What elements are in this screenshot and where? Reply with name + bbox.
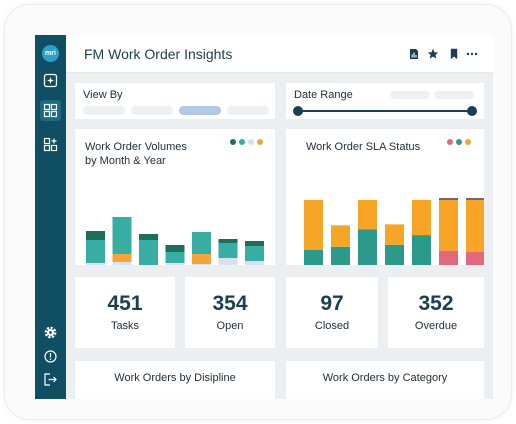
bar-segment[interactable] — [112, 254, 132, 262]
volume-chart-title: Work Order Volumes by Month & Year — [85, 140, 187, 168]
bar-segment[interactable] — [466, 200, 484, 252]
sparkle-icon[interactable] — [43, 73, 58, 88]
view-by-option[interactable] — [131, 106, 173, 115]
stat-card-tasks[interactable]: 451 Tasks — [75, 277, 175, 348]
legend-dot-0[interactable] — [230, 139, 236, 145]
stat-label: Closed — [314, 320, 350, 332]
stat-value: 354 — [212, 292, 248, 315]
legend-dot-1[interactable] — [239, 139, 245, 145]
date-range-filter: Date Range — [286, 83, 484, 119]
mri-logo[interactable]: mri — [42, 45, 59, 62]
volume-chart-title-line1: Work Order Volumes — [85, 141, 187, 153]
bar-segment[interactable] — [218, 239, 238, 243]
info-icon[interactable] — [43, 349, 58, 364]
logout-icon[interactable] — [43, 372, 58, 387]
bar-segment[interactable] — [165, 252, 185, 263]
bar-segment[interactable] — [218, 258, 238, 265]
bar-segment[interactable] — [86, 263, 105, 265]
dashboard-grid-icon[interactable] — [40, 100, 61, 121]
volume-chart-legend[interactable] — [230, 139, 263, 146]
view-by-option[interactable] — [227, 106, 269, 115]
grid-add-icon[interactable] — [43, 137, 58, 152]
discipline-chart-title: Work Orders by Disipline — [114, 372, 236, 384]
bar-segment[interactable] — [358, 229, 377, 265]
bar-segment[interactable] — [466, 251, 484, 265]
bar-segment[interactable] — [245, 241, 264, 246]
sla-chart-card: Work Order SLA Status — [286, 129, 484, 265]
date-range-start-handle — [293, 106, 303, 116]
sla-chart-legend[interactable] — [447, 139, 471, 146]
view-by-option[interactable] — [83, 106, 125, 115]
bar-segment[interactable] — [218, 243, 238, 258]
view-by-label: View By — [83, 89, 123, 101]
bar-segment[interactable] — [412, 200, 431, 236]
bar-segment[interactable] — [439, 250, 458, 265]
star-icon[interactable] — [427, 48, 439, 60]
bar-segment[interactable] — [385, 244, 404, 265]
bar-segment[interactable] — [112, 217, 132, 254]
stat-label: Overdue — [414, 320, 458, 332]
bar-segment[interactable] — [192, 232, 211, 254]
bookmark-icon[interactable] — [448, 48, 460, 60]
bar-segment[interactable] — [439, 200, 458, 251]
report-icon[interactable] — [408, 48, 420, 60]
bar-segment[interactable] — [358, 200, 377, 230]
bar-segment[interactable] — [331, 225, 350, 247]
header: FM Work Order Insights — [66, 35, 493, 73]
stat-value: 451 — [107, 292, 143, 315]
volume-chart — [86, 217, 264, 265]
date-range-slider[interactable] — [286, 103, 484, 119]
bar-segment[interactable] — [412, 235, 431, 265]
discipline-card: Work Orders by Disipline — [75, 361, 275, 399]
category-card: Work Orders by Category — [286, 361, 484, 399]
bar-segment[interactable] — [192, 264, 211, 265]
category-chart-title: Work Orders by Category — [322, 372, 448, 384]
more-icon[interactable] — [466, 48, 478, 60]
legend-dot-1[interactable] — [456, 139, 462, 145]
legend-dot-2[interactable] — [248, 139, 254, 145]
bar-segment[interactable] — [385, 224, 404, 245]
bar-segment[interactable] — [165, 263, 185, 265]
stat-label: Open — [216, 320, 244, 332]
bar-segment[interactable] — [245, 246, 264, 261]
volume-chart-card: Work Order Volumes by Month & Year — [75, 129, 275, 265]
date-range-chip[interactable] — [390, 91, 430, 99]
legend-dot-2[interactable] — [465, 139, 471, 145]
bar-segment[interactable] — [165, 245, 185, 252]
volume-chart-title-line2: by Month & Year — [85, 155, 166, 167]
bar-segment[interactable] — [245, 261, 264, 265]
bar-segment[interactable] — [86, 240, 105, 263]
bar-segment[interactable] — [86, 231, 105, 240]
page-title: FM Work Order Insights — [84, 46, 233, 62]
stat-value: 352 — [418, 292, 454, 315]
stat-label: Tasks — [110, 320, 140, 332]
date-range-chip[interactable] — [434, 91, 474, 99]
gear-icon[interactable] — [43, 325, 58, 340]
bar-segment[interactable] — [439, 198, 458, 200]
bar-segment[interactable] — [112, 262, 132, 265]
bar-segment[interactable] — [331, 246, 350, 265]
stat-card-open[interactable]: 354 Open — [185, 277, 275, 348]
date-range-label: Date Range — [294, 89, 353, 101]
legend-dot-3[interactable] — [257, 139, 263, 145]
bar-segment[interactable] — [139, 240, 158, 265]
device-frame: mri FM Work Order Insights — [4, 4, 512, 420]
view-by-filter: View By — [75, 83, 275, 119]
bar-segment[interactable] — [466, 198, 484, 200]
sla-chart-title: Work Order SLA Status — [306, 141, 421, 153]
stat-card-closed[interactable]: 97 Closed — [286, 277, 378, 348]
stat-value: 97 — [320, 292, 344, 315]
stat-card-overdue[interactable]: 352 Overdue — [388, 277, 484, 348]
sla-chart — [304, 198, 484, 265]
date-range-end-handle — [467, 106, 477, 116]
bar-segment[interactable] — [192, 254, 211, 264]
bar-segment[interactable] — [304, 200, 323, 250]
bar-segment[interactable] — [304, 249, 323, 265]
app-screen: mri FM Work Order Insights — [35, 35, 493, 399]
legend-dot-0[interactable] — [447, 139, 453, 145]
sidebar: mri — [35, 35, 66, 399]
view-by-option-selected[interactable] — [179, 106, 221, 115]
bar-segment[interactable] — [139, 234, 158, 240]
